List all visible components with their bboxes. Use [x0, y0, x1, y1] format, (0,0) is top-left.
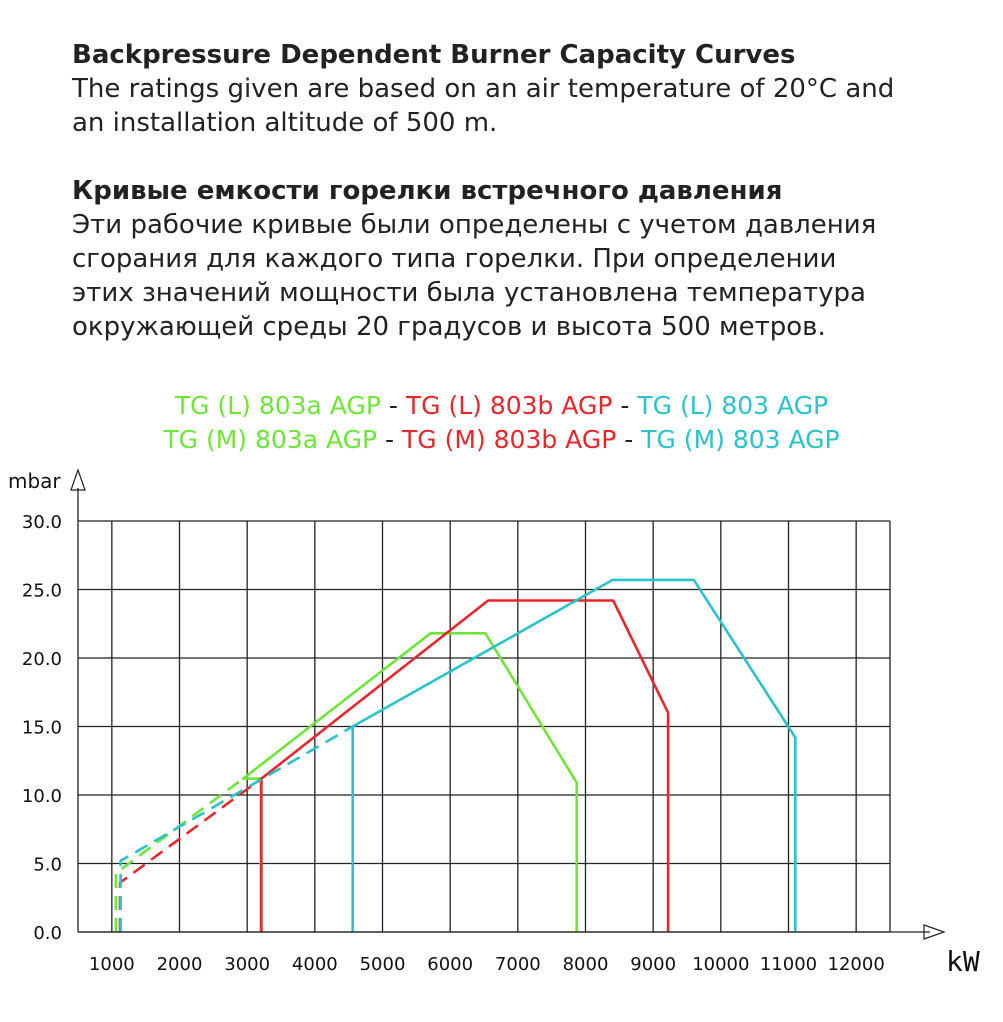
legend-entry-m-803a: TG (M) 803a AGP: [163, 425, 378, 454]
y-tick-label: 5.0: [33, 855, 62, 876]
legend-separator: -: [380, 391, 406, 420]
english-line-1: The ratings given are based on an air te…: [72, 74, 895, 104]
series-line-solid-3: [351, 578, 797, 932]
series-line-dashed-1: [114, 777, 244, 932]
series-line-solid-1: [241, 631, 579, 932]
x-tick-label: 5000: [360, 954, 406, 975]
x-tick-label: 8000: [563, 954, 609, 975]
chart-axes: [70, 468, 946, 940]
x-axis-arrow: [923, 924, 946, 940]
legend-row-1: TG (L) 803a AGP - TG (L) 803b AGP - TG (…: [0, 389, 1003, 423]
legend-separator: -: [616, 425, 642, 454]
x-tick-label: 12000: [828, 954, 885, 975]
x-tick-label: 4000: [292, 954, 338, 975]
chart-series: [114, 578, 797, 932]
russian-line-1: Эти рабочие кривые были определены с уче…: [72, 210, 877, 240]
legend-separator: -: [612, 391, 638, 420]
legend-entry-l-803b: TG (L) 803b AGP: [405, 391, 613, 420]
x-tick-label: 3000: [224, 954, 270, 975]
intro-english: Backpressure Dependent Burner Capacity C…: [72, 38, 894, 140]
x-tick-label: 2000: [157, 954, 203, 975]
russian-heading: Кривые емкости горелки встречного давлен…: [72, 176, 783, 206]
y-tick-label: 25.0: [22, 581, 62, 602]
intro-russian: Кривые емкости горелки встречного давлен…: [72, 174, 876, 344]
x-tick-label: 10000: [692, 954, 749, 975]
chart-tick-labels: 1000 2000 3000 4000 5000 6000 7000 8000 9000 1000…: [22, 512, 885, 975]
legend-entry-m-803: TG (M) 803 AGP: [641, 425, 840, 454]
y-axis-unit: mbar: [8, 469, 61, 493]
y-tick-label: 15.0: [22, 718, 62, 739]
legend-entry-l-803: TG (L) 803 AGP: [637, 391, 829, 420]
x-tick-label: 1000: [89, 954, 135, 975]
english-line-2: an installation altitude of 500 m.: [72, 108, 498, 138]
y-tick-label: 30.0: [22, 512, 62, 533]
legend-entry-l-803a: TG (L) 803a AGP: [174, 391, 381, 420]
legend-row-2: TG (M) 803a AGP - TG (M) 803b AGP - TG (…: [0, 423, 1003, 457]
x-tick-label: 9000: [630, 954, 676, 975]
english-heading: Backpressure Dependent Burner Capacity C…: [72, 40, 796, 70]
x-tick-label: 6000: [427, 954, 473, 975]
x-tick-label: 11000: [760, 954, 817, 975]
series-line-solid-2: [260, 599, 670, 932]
y-tick-label: 10.0: [22, 786, 62, 807]
legend-separator: -: [377, 425, 403, 454]
y-axis-arrow: [70, 468, 86, 491]
x-axis-unit: kW: [946, 945, 980, 978]
russian-line-4: окружающей среды 20 градусов и высота 50…: [72, 312, 826, 342]
russian-line-2: сгорания для каждого типа горелки. При о…: [72, 244, 837, 274]
series-line-dashed-3: [119, 725, 354, 932]
y-tick-label: 0.0: [33, 923, 62, 944]
russian-line-3: этих значений мощности была установлена …: [72, 278, 866, 308]
y-tick-label: 20.0: [22, 649, 62, 670]
x-tick-label: 7000: [495, 954, 541, 975]
legend-entry-m-803b: TG (M) 803b AGP: [402, 425, 617, 454]
chart-grid: [77, 520, 891, 933]
